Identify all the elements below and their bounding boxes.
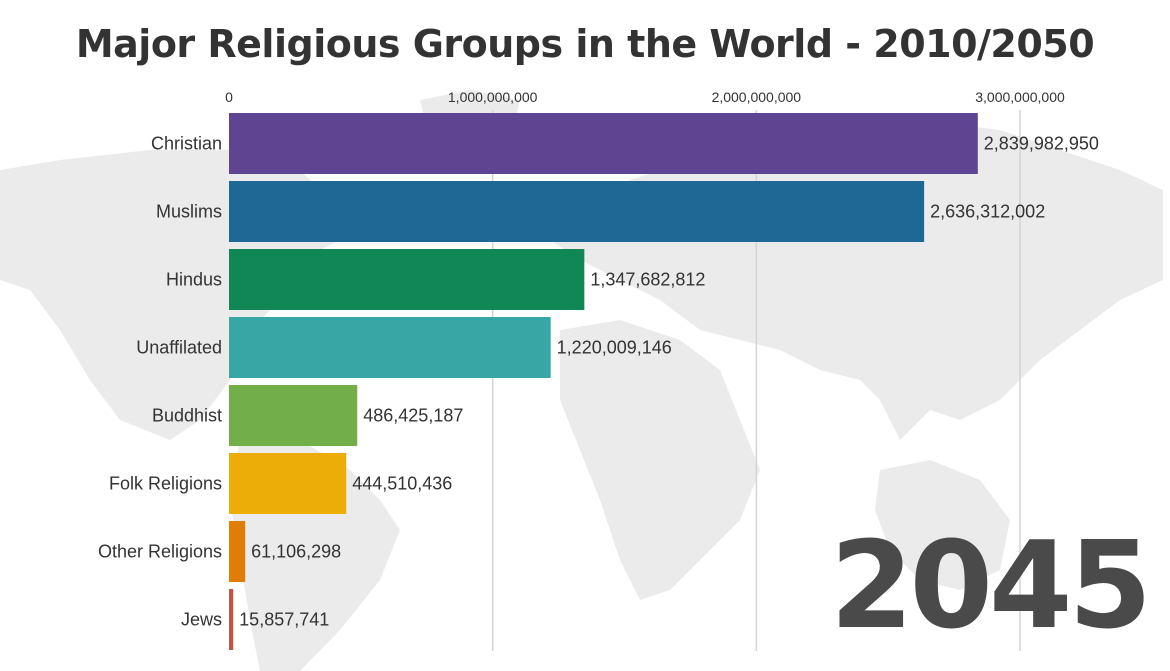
x-axis-ticks: 0 1,000,000,000 2,000,000,000 3,000,000,000 (225, 89, 1065, 105)
value-label: 15,857,741 (239, 610, 329, 630)
map-continent (560, 320, 760, 600)
x-tick-label: 2,000,000,000 (712, 89, 802, 105)
bar (229, 317, 551, 378)
category-label: Jews (181, 610, 222, 630)
category-label: Unaffilated (136, 338, 222, 358)
category-label: Christian (151, 134, 222, 154)
chart-title: Major Religious Groups in the World - 20… (75, 22, 1095, 66)
category-label: Buddhist (152, 406, 222, 426)
bar (229, 181, 925, 242)
value-label: 486,425,187 (363, 406, 463, 426)
x-tick-label: 1,000,000,000 (448, 89, 538, 105)
category-label: Muslims (156, 202, 222, 222)
bar (229, 249, 585, 310)
value-label: 1,347,682,812 (590, 270, 705, 290)
bar (229, 589, 234, 650)
value-label: 2,839,982,950 (984, 134, 1099, 154)
bar (229, 385, 358, 446)
category-label: Hindus (166, 270, 222, 290)
value-label: 1,220,009,146 (557, 338, 672, 358)
value-labels: 2,839,982,950 2,636,312,002 1,347,682,812 1… (239, 134, 1099, 630)
category-label: Other Religions (98, 542, 222, 562)
bars (229, 113, 978, 650)
category-label: Folk Religions (109, 474, 222, 494)
bar (229, 113, 978, 174)
map-continent (875, 460, 1010, 590)
year-label: 2045 (830, 517, 1152, 656)
x-tick-label: 0 (225, 89, 233, 105)
value-label: 2,636,312,002 (930, 202, 1045, 222)
value-label: 61,106,298 (251, 542, 341, 562)
category-labels: Christian Muslims Hindus Unaffilated Buddhis… (98, 134, 222, 630)
x-tick-label: 3,000,000,000 (975, 89, 1065, 105)
bar (229, 521, 246, 582)
bar (229, 453, 347, 514)
value-label: 444,510,436 (352, 474, 452, 494)
